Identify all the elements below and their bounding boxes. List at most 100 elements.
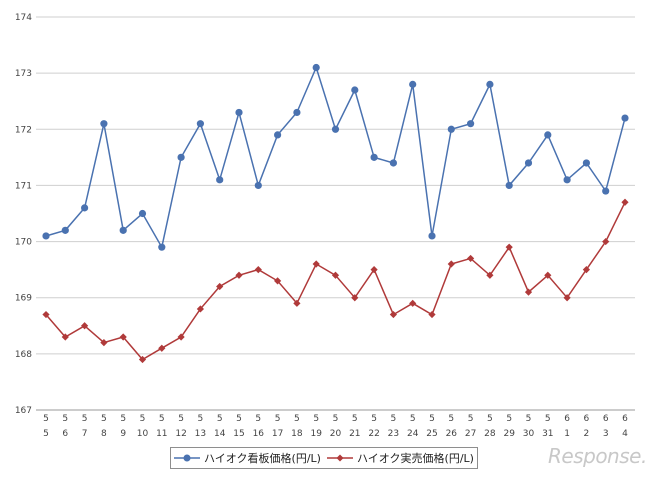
x-tick-day-label: 18 — [291, 429, 303, 439]
data-point-series-0 — [177, 153, 185, 161]
data-point-series-1 — [621, 198, 629, 206]
data-point-series-1 — [235, 271, 243, 279]
x-tick-day-label: 4 — [622, 429, 628, 439]
data-point-series-1 — [158, 344, 166, 352]
y-tick-label: 173 — [15, 69, 32, 79]
data-point-series-1 — [544, 271, 552, 279]
x-tick-day-label: 16 — [253, 429, 265, 439]
x-tick-month-label: 5 — [391, 414, 397, 424]
x-tick-day-label: 13 — [195, 429, 206, 439]
x-tick-day-label: 7 — [82, 429, 88, 439]
data-point-series-0 — [42, 232, 50, 240]
x-tick-month-label: 6 — [584, 414, 590, 424]
data-point-series-1 — [389, 310, 397, 319]
x-tick-day-label: 27 — [465, 429, 476, 439]
data-point-series-1 — [409, 299, 417, 307]
y-tick-label: 171 — [15, 181, 32, 191]
x-tick-month-label: 5 — [140, 414, 146, 424]
data-point-series-0 — [312, 63, 320, 72]
x-tick-month-label: 5 — [429, 414, 435, 424]
x-tick-day-label: 3 — [603, 429, 609, 439]
data-point-series-0 — [216, 176, 224, 184]
data-point-series-0 — [563, 176, 571, 184]
data-point-series-1 — [331, 271, 340, 279]
data-point-series-0 — [544, 131, 552, 139]
data-point-series-0 — [602, 187, 610, 195]
legend: ハイオク看板価格(円/L) ハイオク実売価格(円/L) — [170, 447, 478, 469]
x-tick-month-label: 5 — [178, 414, 184, 424]
x-tick-month-label: 6 — [564, 414, 570, 424]
data-point-series-0 — [254, 181, 262, 190]
response-logo-watermark: Response. — [548, 444, 647, 468]
data-point-series-1 — [216, 282, 224, 291]
data-point-series-0 — [428, 232, 436, 240]
data-point-series-1 — [81, 322, 89, 330]
legend-swatch-circle-icon — [174, 454, 200, 462]
data-point-series-1 — [467, 254, 475, 263]
data-point-series-1 — [293, 299, 301, 307]
data-point-series-0 — [61, 226, 69, 234]
data-point-series-1 — [582, 266, 590, 274]
x-tick-month-label: 5 — [159, 414, 165, 424]
x-tick-day-label: 12 — [175, 429, 186, 439]
data-point-series-0 — [582, 159, 591, 167]
y-tick-label: 170 — [15, 238, 32, 248]
x-tick-month-label: 5 — [275, 414, 281, 424]
data-point-series-1 — [505, 243, 513, 251]
x-tick-day-label: 25 — [426, 429, 437, 439]
x-tick-month-label: 5 — [236, 414, 242, 424]
x-tick-month-label: 5 — [62, 414, 68, 424]
data-point-series-0 — [389, 159, 397, 167]
x-tick-month-label: 5 — [410, 414, 416, 424]
data-point-series-1 — [447, 260, 455, 268]
line-chart: 1671681691701711721731745556575859510511… — [15, 13, 635, 439]
data-point-series-1 — [312, 260, 320, 268]
data-point-series-1 — [602, 237, 610, 246]
data-point-series-1 — [42, 310, 50, 319]
x-tick-month-label: 5 — [43, 414, 49, 424]
y-tick-label: 174 — [15, 13, 32, 23]
series-line-1 — [45, 201, 626, 361]
x-tick-day-label: 9 — [120, 429, 126, 439]
x-tick-month-label: 5 — [82, 414, 88, 424]
data-point-series-0 — [293, 108, 301, 117]
x-tick-month-label: 5 — [313, 414, 319, 424]
y-tick-label: 168 — [15, 350, 32, 360]
data-point-series-1 — [61, 333, 69, 341]
x-tick-day-label: 20 — [330, 429, 342, 439]
x-tick-day-label: 19 — [310, 429, 322, 439]
data-point-series-0 — [486, 80, 494, 88]
data-point-series-0 — [467, 120, 475, 128]
data-point-series-0 — [81, 204, 89, 212]
data-point-series-1 — [196, 305, 204, 313]
x-tick-month-label: 6 — [603, 414, 609, 424]
data-point-series-0 — [621, 114, 629, 122]
x-tick-month-label: 5 — [294, 414, 300, 424]
data-point-series-0 — [138, 209, 147, 218]
y-tick-label: 172 — [15, 125, 32, 135]
x-tick-day-label: 26 — [446, 429, 458, 439]
x-tick-month-label: 5 — [352, 414, 358, 424]
x-tick-month-label: 5 — [333, 414, 339, 424]
x-tick-day-label: 2 — [584, 429, 590, 439]
data-point-series-1 — [177, 333, 185, 341]
x-tick-month-label: 5 — [120, 414, 126, 424]
x-tick-month-label: 5 — [526, 414, 532, 424]
x-tick-day-label: 5 — [43, 429, 49, 439]
data-point-series-0 — [351, 86, 359, 94]
data-point-series-0 — [505, 181, 513, 190]
x-tick-day-label: 10 — [137, 429, 149, 439]
y-tick-label: 169 — [15, 294, 32, 304]
x-tick-day-label: 17 — [272, 429, 283, 439]
data-point-series-1 — [119, 333, 127, 341]
x-tick-day-label: 1 — [564, 429, 570, 439]
legend-item-series-1: ハイオク実売価格(円/L) — [327, 450, 474, 466]
data-point-series-1 — [351, 294, 359, 302]
legend-label-series-0: ハイオク看板価格(円/L) — [204, 452, 321, 465]
data-point-series-0 — [196, 120, 204, 128]
x-tick-day-label: 31 — [542, 429, 553, 439]
data-point-series-0 — [409, 80, 417, 88]
legend-item-series-0: ハイオク看板価格(円/L) — [174, 450, 321, 466]
y-tick-label: 167 — [15, 406, 32, 416]
data-point-series-1 — [524, 288, 533, 296]
